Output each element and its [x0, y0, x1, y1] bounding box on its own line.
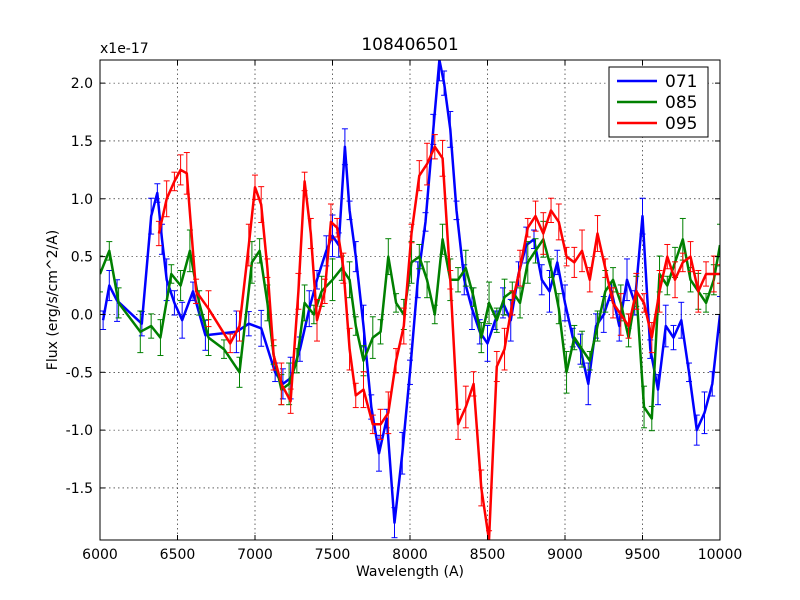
- chart-title: 108406501: [361, 35, 458, 55]
- y-tick-label: 2.0: [71, 76, 93, 92]
- y-offset-label: x1e-17: [100, 41, 149, 57]
- x-tick-label: 10000: [698, 547, 743, 563]
- series-line-071: [101, 60, 720, 524]
- series-line-085: [100, 238, 720, 420]
- legend-label-095: 095: [665, 114, 697, 134]
- x-tick-label: 8000: [392, 547, 428, 563]
- x-tick-label: 6500: [160, 547, 196, 563]
- axis-ticks: 6000 6500 7000 7500 8000 8500 9000 9500 10000 -1.…: [66, 60, 743, 563]
- y-tick-label: 0.5: [71, 250, 93, 266]
- legend-label-085: 085: [665, 93, 697, 113]
- x-tick-label: 9000: [547, 547, 583, 563]
- series-line-095: [157, 145, 720, 540]
- y-tick-label: -1.0: [66, 423, 93, 439]
- y-tick-label: -1.5: [66, 481, 93, 497]
- y-tick-label: 0.0: [71, 307, 93, 323]
- series-layer: [100, 60, 720, 540]
- y-tick-label: -0.5: [66, 365, 93, 381]
- y-tick-label: 1.5: [71, 134, 93, 150]
- x-tick-label: 7000: [237, 547, 273, 563]
- x-tick-label: 6000: [82, 547, 118, 563]
- series-095: [155, 134, 720, 540]
- x-tick-label: 8500: [470, 547, 506, 563]
- legend-label-071: 071: [665, 72, 697, 92]
- y-tick-label: 1.0: [71, 192, 93, 208]
- x-tick-label: 9500: [625, 547, 661, 563]
- x-axis-label: Wavelength (A): [356, 564, 464, 580]
- x-tick-label: 7500: [315, 547, 351, 563]
- y-axis-label: Flux (erg/s/cm^2/A): [45, 230, 61, 370]
